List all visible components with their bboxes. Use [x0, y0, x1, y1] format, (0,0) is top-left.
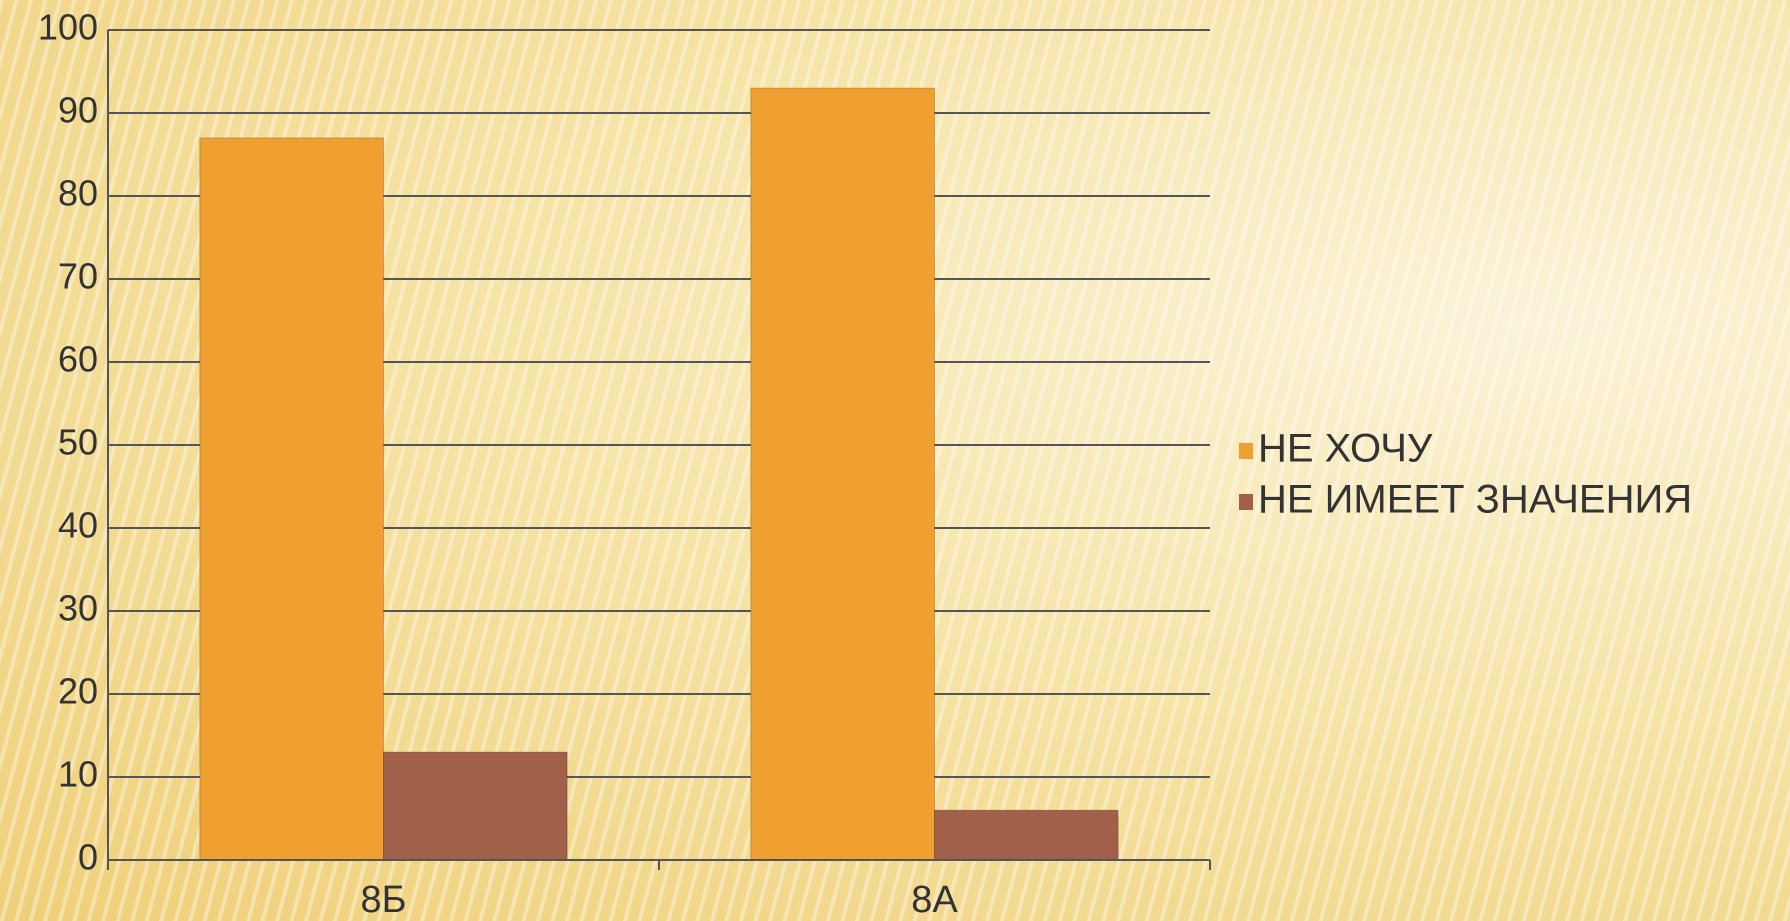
bar: [199, 137, 384, 861]
bar: [934, 809, 1119, 861]
y-tick-label: 60: [58, 339, 98, 380]
legend-label: НЕ ХОЧУ: [1258, 427, 1433, 471]
y-tick-label: 100: [38, 7, 98, 48]
legend-swatch: [1239, 494, 1253, 510]
legend-swatch: [1239, 443, 1253, 459]
y-tick-label: 40: [58, 505, 98, 546]
y-tick-label: 0: [78, 837, 98, 878]
y-tick-label: 70: [58, 256, 98, 297]
bar: [750, 87, 935, 861]
y-tick-label: 80: [58, 173, 98, 214]
y-tick-label: 50: [58, 422, 98, 463]
y-tick-label: 20: [58, 671, 98, 712]
x-tick-label: 8А: [911, 879, 958, 921]
legend-label: НЕ ИМЕЕТ ЗНАЧЕНИЯ: [1258, 478, 1692, 522]
y-tick-label: 90: [58, 90, 98, 131]
bar: [383, 751, 568, 861]
x-tick-label: 8Б: [360, 879, 406, 921]
y-tick-label: 30: [58, 588, 98, 629]
y-tick-label: 10: [58, 754, 98, 795]
